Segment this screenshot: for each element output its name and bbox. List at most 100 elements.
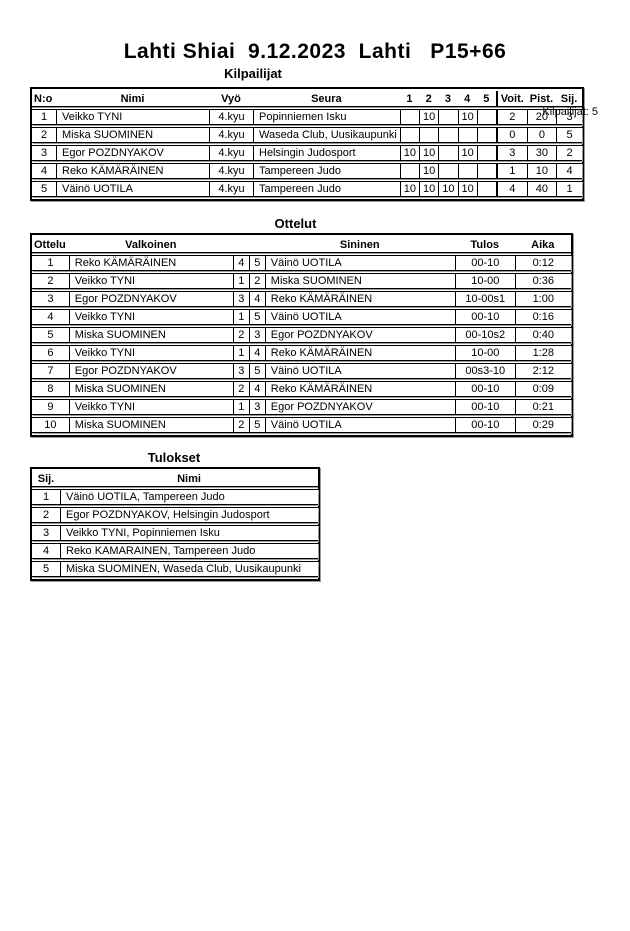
cell	[476, 181, 496, 197]
cell: Reko KÄMÄRÄINEN	[56, 163, 209, 179]
cell: 4	[232, 255, 249, 271]
cell: Väinö UOTILA	[264, 417, 455, 433]
cell: Egor POZDNYAKOV	[56, 145, 209, 161]
cell	[457, 127, 477, 143]
cell	[476, 163, 496, 179]
cell: Tampereen Judo	[253, 181, 400, 197]
cell: Egor POZDNYAKOV	[68, 363, 233, 379]
col-header-2: 2	[419, 91, 439, 107]
cell: 4	[32, 309, 69, 325]
table-row: 2 Miska SUOMINEN 4.kyu Waseda Club, Uusi…	[32, 127, 583, 143]
cell: Veikko TYNI	[68, 273, 233, 289]
cell: 1	[556, 181, 583, 197]
cell: Miska SUOMINEN	[68, 381, 233, 397]
cell: 1	[32, 489, 60, 505]
cell: Reko KÄMÄRÄINEN	[264, 291, 455, 307]
table-row: 2 Egor POZDNYAKOV, Helsingin Judosport	[32, 507, 318, 523]
cell: Veikko TYNI	[68, 309, 233, 325]
cell: 3	[32, 525, 60, 541]
cell: 0:16	[514, 309, 571, 325]
cell: Väinö UOTILA	[56, 181, 209, 197]
cell: 1	[32, 109, 56, 125]
cell: 2	[248, 273, 265, 289]
cell: Veikko TYNI	[68, 345, 233, 361]
cell: Väinö UOTILA, Tampereen Judo	[60, 489, 318, 505]
cell: 3	[248, 399, 265, 415]
cell: Egor POZDNYAKOV, Helsingin Judosport	[60, 507, 318, 523]
cell: 2:12	[514, 363, 571, 379]
cell: 10-00	[454, 273, 515, 289]
table-row: 10 Miska SUOMINEN 2 5 Väinö UOTILA 00-10…	[32, 417, 571, 433]
cell: 0:29	[514, 417, 571, 433]
table-row: 5 Miska SUOMINEN 2 3 Egor POZDNYAKOV 00-…	[32, 327, 571, 343]
col-header-pist: Pist.	[526, 91, 557, 107]
cell: Veikko TYNI	[56, 109, 209, 125]
cell: 10-00	[454, 345, 515, 361]
competitors-count-label: Kilpailijat: 5	[542, 106, 598, 118]
cell: 2	[32, 507, 60, 523]
col-header-nimi: Nimi	[60, 471, 318, 487]
tulokset-table: Sij. Nimi 1 Väinö UOTILA, Tampereen Judo…	[30, 467, 320, 581]
cell: 3	[32, 291, 69, 307]
cell: 10	[457, 145, 477, 161]
table-row: 8 Miska SUOMINEN 2 4 Reko KÄMÄRÄINEN 00-…	[32, 381, 571, 397]
cell: Tampereen Judo	[253, 163, 400, 179]
cell: 4	[32, 163, 56, 179]
cell: 0	[526, 127, 557, 143]
cell: 30	[526, 145, 557, 161]
cell	[419, 127, 439, 143]
cell: 5	[32, 327, 69, 343]
cell: Väinö UOTILA	[264, 255, 455, 271]
tulokset-header-row: Sij. Nimi	[32, 471, 318, 487]
cell: 4.kyu	[209, 145, 253, 161]
col-header-4: 4	[457, 91, 477, 107]
table-row: 1 Veikko TYNI 4.kyu Popinniemen Isku 10 …	[32, 109, 583, 125]
cell: Miska SUOMINEN	[264, 273, 455, 289]
cell: 3	[232, 363, 249, 379]
table-row: 5 Miska SUOMINEN, Waseda Club, Uusikaupu…	[32, 561, 318, 577]
table-row: 4 Veikko TYNI 1 5 Väinö UOTILA 00-10 0:1…	[32, 309, 571, 325]
col-header-seura: Seura	[253, 91, 400, 107]
cell: 10	[419, 181, 439, 197]
cell: 1:00	[514, 291, 571, 307]
cell	[438, 163, 458, 179]
cell	[476, 145, 496, 161]
table-row: 9 Veikko TYNI 1 3 Egor POZDNYAKOV 00-10 …	[32, 399, 571, 415]
table-row: 4 Reko KÄMÄRÄINEN 4.kyu Tampereen Judo 1…	[32, 163, 583, 179]
table-row: 1 Reko KÄMÄRÄINEN 4 5 Väinö UOTILA 00-10…	[32, 255, 571, 271]
cell: Väinö UOTILA	[264, 363, 455, 379]
cell: 40	[526, 181, 557, 197]
cell: 1	[232, 309, 249, 325]
cell: 0:21	[514, 399, 571, 415]
cell: 10	[32, 417, 69, 433]
col-header-voit: Voit.	[495, 91, 527, 107]
cell: 00-10s2	[454, 327, 515, 343]
cell: Popinniemen Isku	[253, 109, 400, 125]
cell: 00s3-10	[454, 363, 515, 379]
cell	[438, 127, 458, 143]
section-heading-tulokset: Tulokset	[147, 450, 201, 465]
table-row: 4 Reko KAMARAINEN, Tampereen Judo	[32, 543, 318, 559]
cell: Reko KAMARAINEN, Tampereen Judo	[60, 543, 318, 559]
cell: Helsingin Judosport	[253, 145, 400, 161]
cell: 1	[232, 345, 249, 361]
cell: Miska SUOMINEN, Waseda Club, Uusikaupunk…	[60, 561, 318, 577]
cell: 1	[495, 163, 527, 179]
cell	[438, 109, 458, 125]
cell: 5	[32, 181, 56, 197]
table-row: 3 Egor POZDNYAKOV 3 4 Reko KÄMÄRÄINEN 10…	[32, 291, 571, 307]
cell: Veikko TYNI, Popinniemen Isku	[60, 525, 318, 541]
cell: 4.kyu	[209, 163, 253, 179]
cell: 2	[232, 417, 249, 433]
cell: 5	[556, 127, 583, 143]
cell: 0:09	[514, 381, 571, 397]
col-header-tulos: Tulos	[454, 237, 515, 253]
table-row: 3 Veikko TYNI, Popinniemen Isku	[32, 525, 318, 541]
page-title: Lahti Shiai 9.12.2023 Lahti P15+66	[123, 40, 507, 63]
cell	[438, 145, 458, 161]
cell: Miska SUOMINEN	[68, 327, 233, 343]
cell: Egor POZDNYAKOV	[264, 327, 455, 343]
col-header-wn	[232, 237, 249, 253]
cell: 4	[248, 381, 265, 397]
cell: Egor POZDNYAKOV	[68, 291, 233, 307]
